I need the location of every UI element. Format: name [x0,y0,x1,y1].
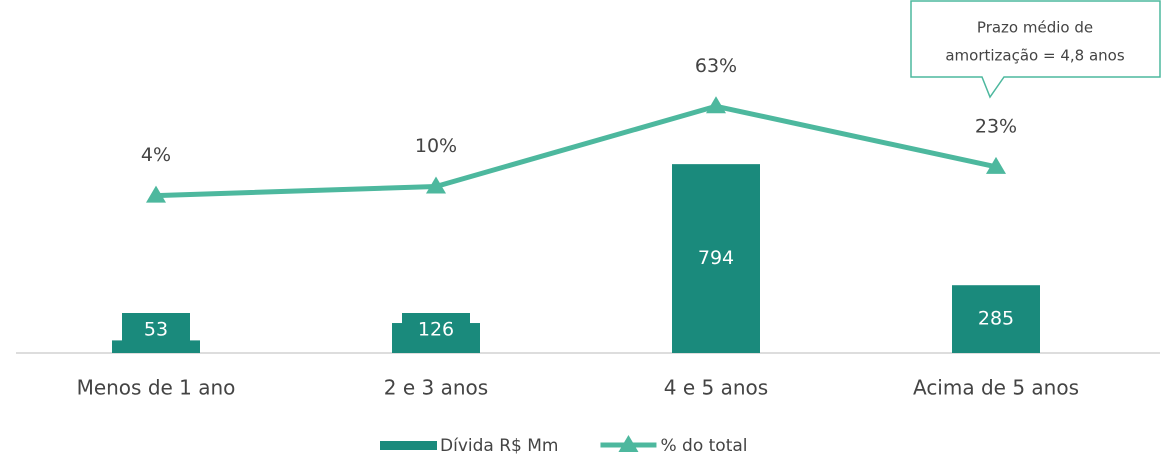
legend-label: Dívida R$ Mm [440,436,558,456]
data-label: 4% [141,144,171,166]
x-tick-label: 2 e 3 anos [384,376,488,400]
data-label-bg [122,313,190,347]
data-label: 126 [418,319,454,341]
line-marker [706,96,726,114]
line [155,103,997,199]
legend-swatch [380,441,437,450]
annotation-text: amortização = 4,8 anos [945,47,1124,65]
data-label: 794 [698,247,734,269]
data-label: 63% [695,55,737,77]
line-marker [146,185,166,203]
annotation: Prazo médio de amortização = 4,8 anos [910,0,1161,99]
data-label-bg [682,241,750,276]
data-label-bg [962,302,1030,337]
data-label: 53 [144,319,168,341]
legend-label: % do total [660,436,747,456]
callout-box [910,0,1161,99]
data-label: 23% [975,115,1017,137]
annotation-text: Prazo médio de [977,19,1093,37]
data-label: 285 [978,308,1014,330]
x-tick-label: Acima de 5 anos [913,376,1079,400]
line-marker [426,176,446,194]
legend-marker [618,435,639,452]
x-tick-label: 4 e 5 anos [664,376,768,400]
data-label: 10% [415,135,457,157]
data-label-bg [402,313,470,347]
x-tick-label: Menos de 1 ano [77,376,236,400]
line-marker [986,156,1006,174]
